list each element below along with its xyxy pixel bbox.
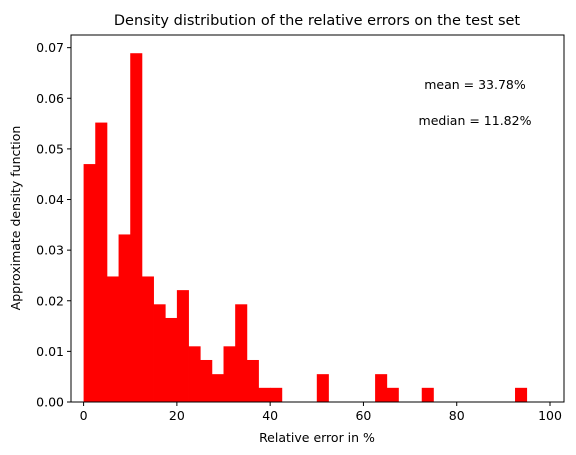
histogram-bar	[200, 359, 213, 402]
histogram-bar	[375, 374, 388, 402]
y-axis-label: Approximate density function	[8, 126, 23, 311]
y-tick-label: 0.04	[36, 192, 64, 207]
x-tick-label: 0	[80, 408, 88, 423]
histogram-bar	[95, 122, 108, 402]
histogram-bar	[165, 317, 178, 402]
histogram-bar	[235, 304, 248, 402]
y-tick-label: 0.03	[36, 243, 64, 258]
x-tick-label: 60	[355, 408, 371, 423]
histogram-bar	[106, 276, 119, 402]
histogram-bar	[258, 387, 271, 402]
histogram-bar	[176, 290, 189, 402]
histogram-bar	[211, 374, 224, 402]
histogram-bar	[515, 387, 528, 402]
y-axis-ticks: 0.00 0.01 0.02 0.03 0.04 0.05 0.06 0.07	[36, 40, 71, 410]
x-axis-label: Relative error in %	[259, 430, 375, 445]
histogram-bar	[223, 346, 236, 402]
x-tick-label: 80	[449, 408, 465, 423]
mean-annotation: mean = 33.78%	[424, 77, 526, 92]
chart-title: Density distribution of the relative err…	[114, 13, 521, 29]
histogram-bar	[141, 276, 154, 402]
histogram-bar	[188, 346, 201, 402]
histogram-bar	[316, 374, 329, 402]
histogram-bar	[83, 164, 96, 402]
y-tick-label: 0.05	[36, 141, 64, 156]
median-annotation: median = 11.82%	[419, 113, 532, 128]
histogram-bar	[153, 304, 166, 402]
x-axis-ticks: 0 20 40 60 80 100	[80, 402, 562, 423]
histogram-bar	[130, 53, 143, 402]
histogram-bar	[421, 387, 434, 402]
y-tick-label: 0.06	[36, 91, 64, 106]
y-tick-label: 0.07	[36, 40, 64, 55]
histogram-bar	[246, 359, 259, 402]
y-tick-label: 0.02	[36, 293, 64, 308]
y-tick-label: 0.01	[36, 344, 64, 359]
x-tick-label: 100	[538, 408, 562, 423]
histogram-bar	[386, 387, 399, 402]
histogram-bar	[270, 387, 283, 402]
histogram-bars	[83, 53, 528, 402]
x-tick-label: 40	[262, 408, 278, 423]
plot-frame	[70, 34, 565, 403]
histogram-bar	[118, 234, 131, 402]
y-tick-label: 0.00	[36, 395, 64, 410]
x-tick-label: 20	[169, 408, 185, 423]
